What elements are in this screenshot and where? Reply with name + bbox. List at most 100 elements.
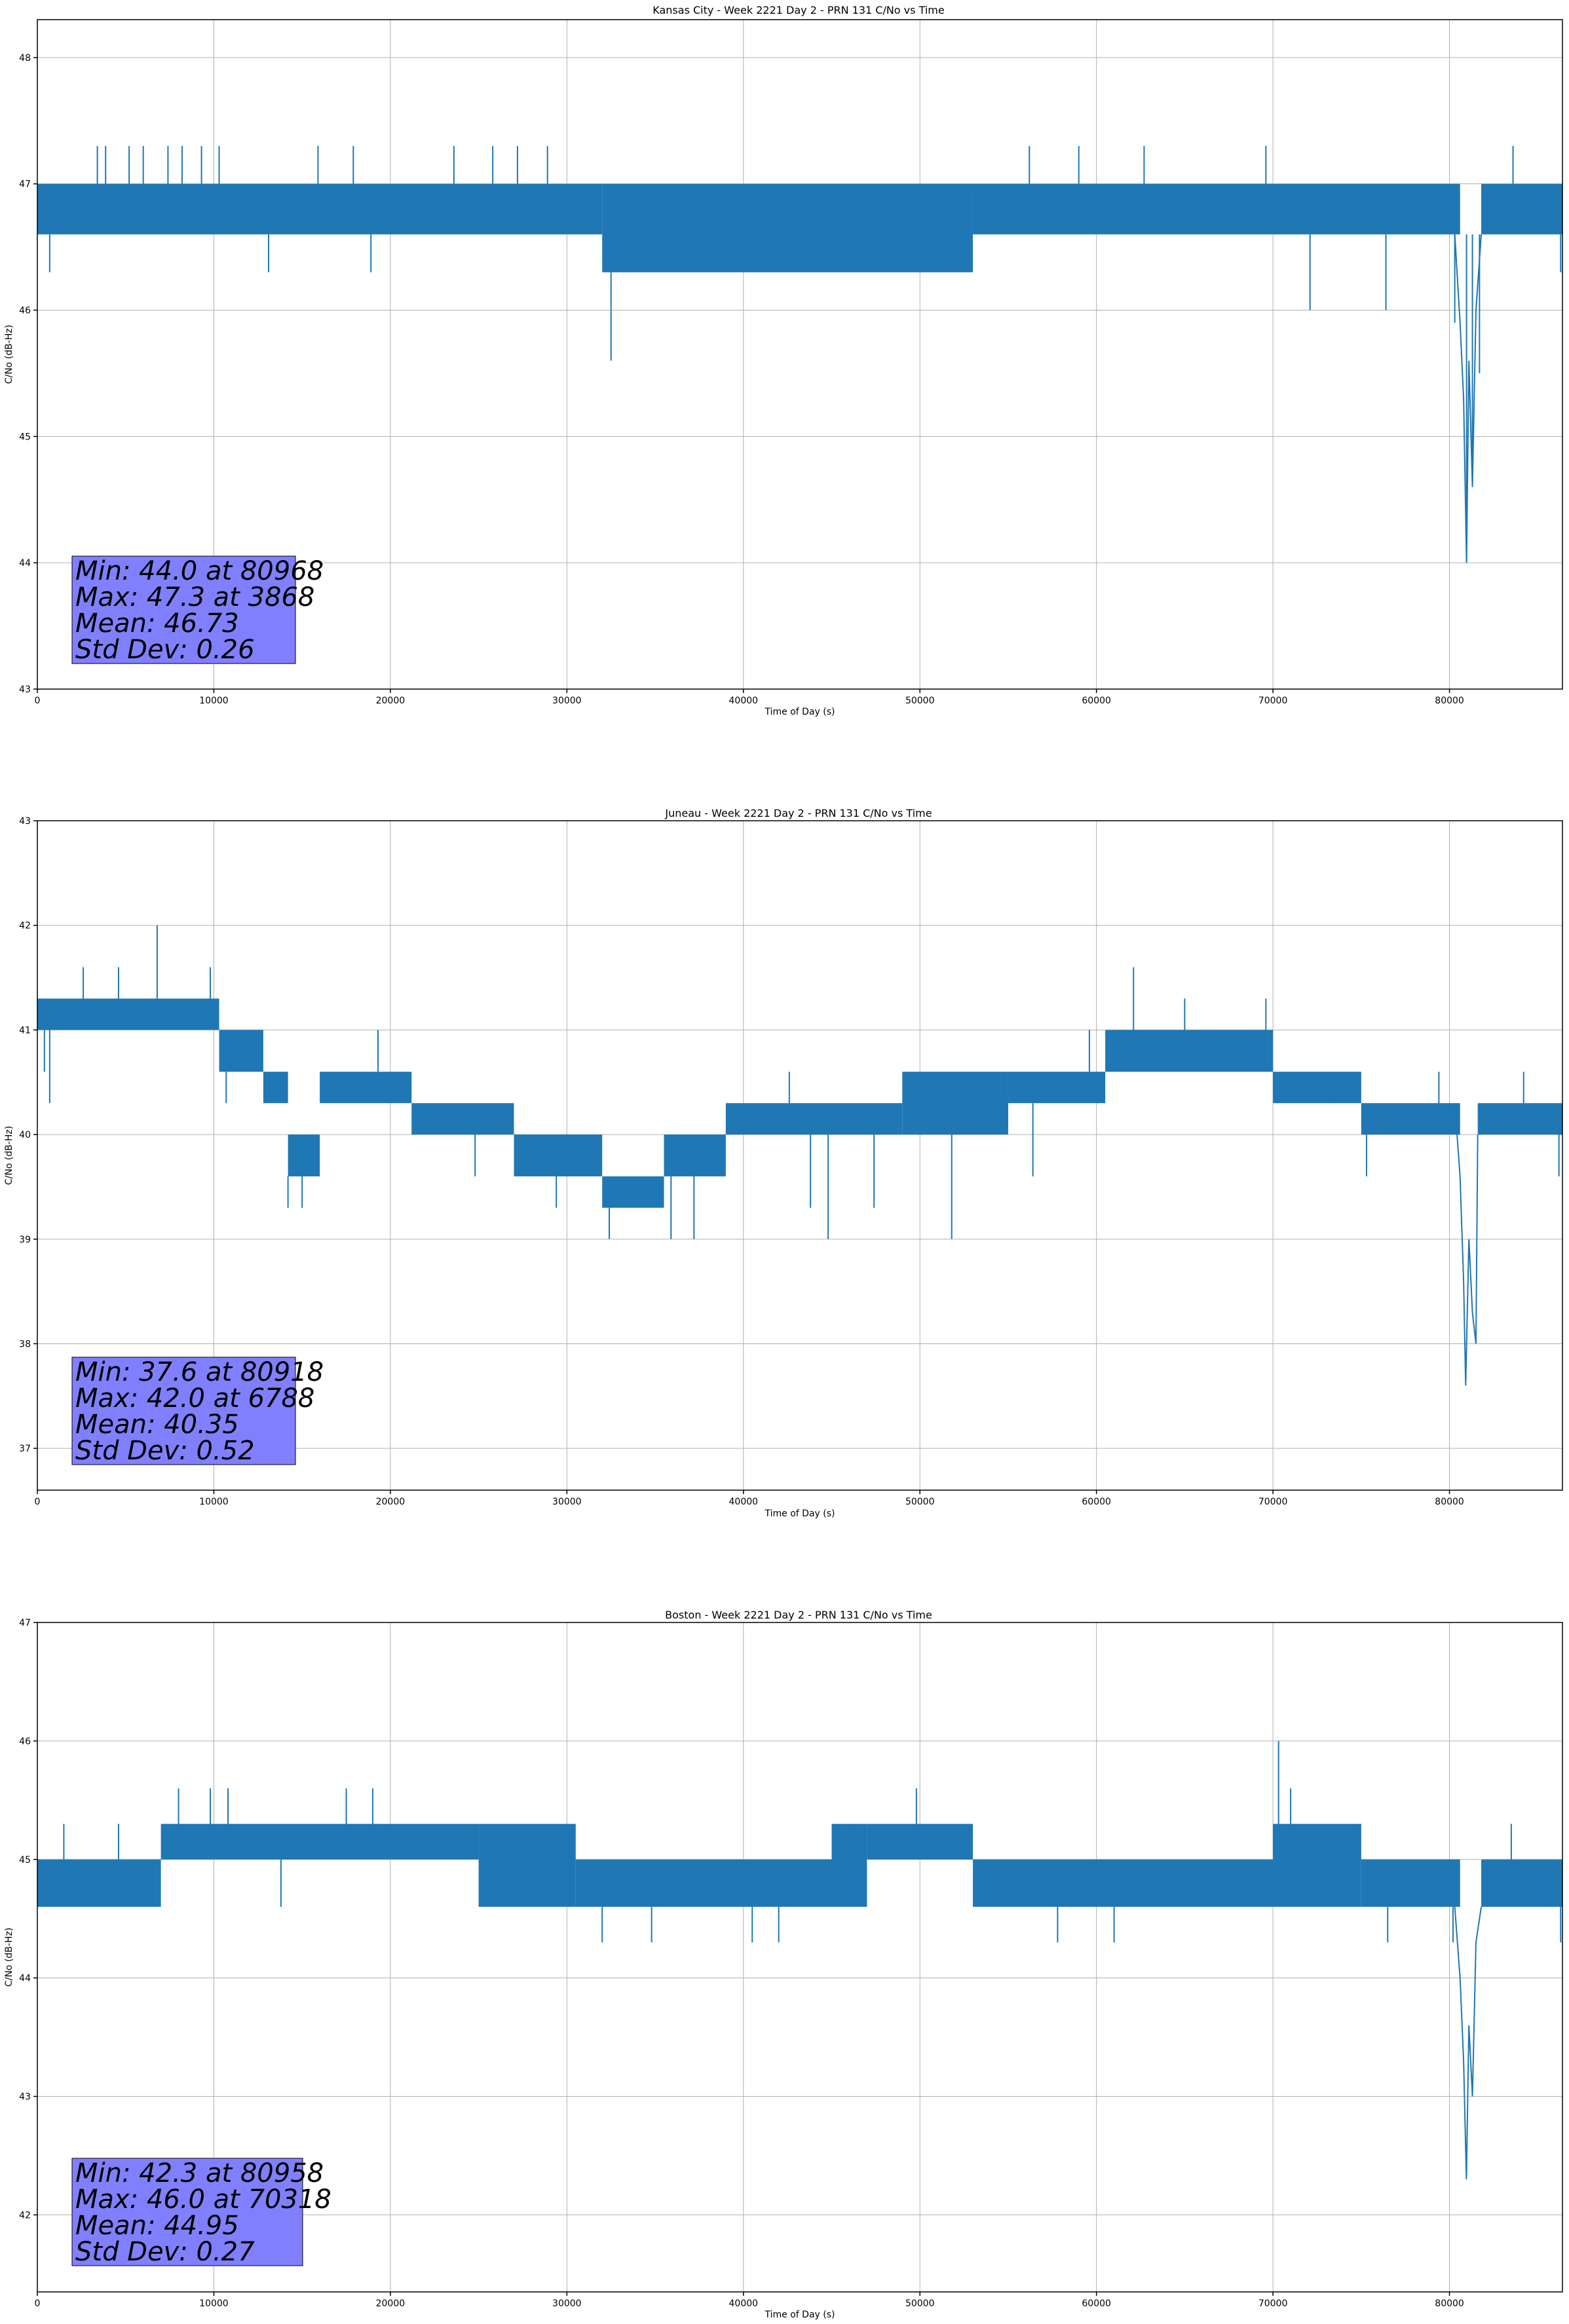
band-segment: [37, 998, 219, 1030]
x-tick-label: 10000: [199, 1497, 229, 1507]
band-segment: [664, 1134, 726, 1176]
stats-box: Min: 44.0 at 80968 Max: 47.3 at 3868 Mea…: [71, 555, 324, 665]
y-tick-label: 47: [19, 179, 31, 190]
series-spikes: [63, 1740, 1562, 1943]
stats-mean: Mean: 46.73: [75, 609, 239, 639]
y-axis-ticks: 42 43 44 45 46 47: [19, 1618, 37, 2221]
band-segment: [602, 1176, 664, 1208]
y-tick-label: 44: [19, 558, 31, 569]
band-segment: [1273, 1072, 1361, 1104]
plot-frame: [37, 1622, 1563, 2293]
series-dip: [1454, 234, 1483, 563]
x-tick-label: 50000: [905, 1497, 935, 1507]
x-axis-ticks: 0 10000 20000 30000 40000 50000 60000 70000 8000…: [35, 689, 1464, 706]
x-axis-ticks: 0 10000 20000 30000 40000 50000 60000 70000 8000…: [35, 1490, 1464, 1507]
series-band: [37, 998, 1562, 1208]
band-segment: [867, 1824, 974, 1860]
x-tick-label: 70000: [1258, 696, 1288, 706]
band-segment: [973, 183, 1460, 234]
stats-std-dev: Std Dev: 0.52: [75, 1436, 255, 1466]
x-tick-label: 0: [35, 696, 41, 706]
stats-min: Min: 44.0 at 80968: [75, 556, 324, 586]
y-tick-label: 43: [19, 816, 31, 827]
band-segment: [37, 1859, 161, 1907]
x-tick-label: 60000: [1082, 696, 1111, 706]
y-tick-label: 43: [19, 684, 31, 695]
y-tick-label: 44: [19, 1974, 31, 1984]
band-segment: [478, 1824, 576, 1907]
y-axis-label: C/No (dB-Hz): [4, 325, 14, 384]
band-segment: [1273, 1824, 1361, 1907]
band-segment: [320, 1072, 412, 1104]
x-tick-label: 80000: [1435, 1497, 1464, 1507]
x-tick-label: 80000: [1435, 696, 1464, 706]
x-tick-label: 70000: [1258, 1497, 1288, 1507]
panel-juneau: Juneau - Week 2221 Day 2 - PRN 131 C/No …: [4, 807, 1563, 1519]
band-segment: [411, 1103, 514, 1135]
x-tick-label: 0: [35, 1497, 41, 1507]
x-tick-label: 10000: [199, 696, 229, 706]
band-segment: [514, 1134, 603, 1176]
x-tick-label: 50000: [905, 2298, 935, 2309]
stats-box: Min: 42.3 at 80958 Max: 46.0 at 70318 Me…: [71, 2158, 331, 2267]
stats-min: Min: 42.3 at 80958: [75, 2158, 324, 2188]
y-axis-label: C/No (dB-Hz): [4, 1928, 14, 1987]
band-segment: [263, 1072, 288, 1104]
x-tick-label: 30000: [552, 696, 582, 706]
stats-box-background: [71, 1357, 296, 1465]
series-dip: [1454, 1103, 1479, 1386]
x-tick-label: 20000: [376, 2298, 406, 2309]
x-tick-label: 50000: [905, 696, 935, 706]
band-segment: [1477, 1103, 1562, 1135]
chart-title: Boston - Week 2221 Day 2 - PRN 131 C/No …: [665, 1609, 932, 1621]
series-spikes: [43, 925, 1560, 1239]
x-axis-label: Time of Day (s): [765, 2310, 835, 2320]
band-segment: [973, 1859, 1274, 1907]
x-tick-label: 20000: [376, 1497, 406, 1507]
band-segment: [1481, 183, 1562, 234]
band-segment: [1105, 1030, 1274, 1072]
x-tick-label: 60000: [1082, 2298, 1111, 2309]
x-tick-label: 10000: [199, 2298, 229, 2309]
x-tick-label: 80000: [1435, 2298, 1464, 2309]
band-segment: [1361, 1859, 1460, 1907]
panel-kansas-city: Kansas City - Week 2221 Day 2 - PRN 131 …: [4, 4, 1563, 717]
stats-box-background: [71, 555, 296, 664]
y-tick-label: 42: [19, 2210, 31, 2221]
band-segment: [219, 1030, 263, 1072]
stats-std-dev: Std Dev: 0.27: [75, 2237, 255, 2267]
y-tick-label: 37: [19, 1444, 31, 1454]
panel-boston: Boston - Week 2221 Day 2 - PRN 131 C/No …: [4, 1609, 1563, 2320]
chart-title: Juneau - Week 2221 Day 2 - PRN 131 C/No …: [664, 807, 932, 819]
stats-min: Min: 37.6 at 80918: [75, 1357, 324, 1387]
x-tick-label: 20000: [376, 696, 406, 706]
stats-max: Max: 42.0 at 6788: [75, 1383, 314, 1414]
band-segment: [161, 1824, 479, 1860]
stats-max: Max: 47.3 at 3868: [75, 582, 314, 612]
x-tick-label: 40000: [729, 696, 759, 706]
series-band: [37, 1824, 1562, 1907]
y-tick-label: 45: [19, 432, 31, 442]
y-tick-label: 47: [19, 1618, 31, 1628]
band-segment: [602, 183, 974, 272]
band-segment: [575, 1859, 832, 1907]
stats-box: Min: 37.6 at 80918 Max: 42.0 at 6788 Mea…: [71, 1357, 324, 1466]
stats-mean: Mean: 44.95: [75, 2211, 239, 2241]
y-axis-ticks: 43 44 45 46 47 48: [19, 53, 37, 695]
chart-title: Kansas City - Week 2221 Day 2 - PRN 131 …: [652, 4, 944, 16]
x-tick-label: 70000: [1258, 2298, 1288, 2309]
plot-frame: [37, 820, 1563, 1491]
band-segment: [288, 1134, 320, 1176]
x-tick-label: 60000: [1082, 1497, 1111, 1507]
stats-max: Max: 46.0 at 70318: [75, 2184, 331, 2215]
y-tick-label: 48: [19, 53, 31, 64]
y-tick-label: 46: [19, 1736, 31, 1747]
stats-std-dev: Std Dev: 0.26: [75, 635, 255, 665]
band-segment: [1008, 1072, 1106, 1104]
stats-mean: Mean: 40.35: [75, 1410, 239, 1440]
band-segment: [37, 183, 603, 234]
y-axis-label: C/No (dB-Hz): [4, 1126, 14, 1185]
y-tick-label: 46: [19, 306, 31, 316]
x-axis-label: Time of Day (s): [765, 707, 835, 717]
